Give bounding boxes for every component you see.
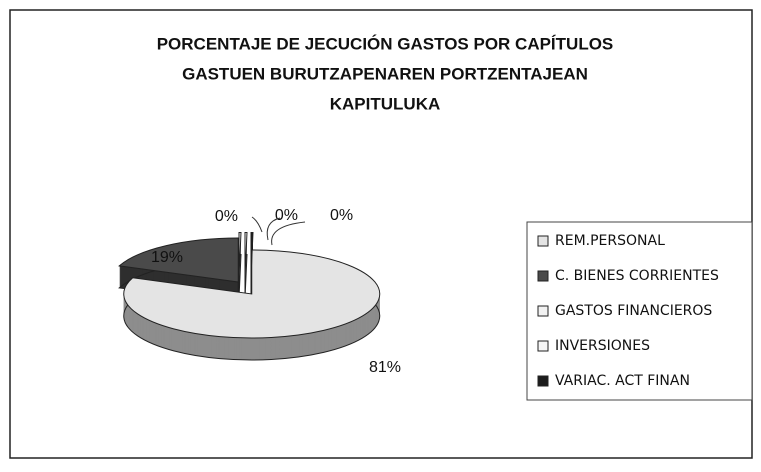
legend-swatch — [537, 375, 549, 387]
data-label: 0% — [215, 208, 238, 225]
data-label: 0% — [330, 207, 353, 224]
legend-label: INVERSIONES — [555, 338, 650, 354]
data-label: 81% — [369, 359, 401, 376]
data-label: 0% — [275, 207, 298, 224]
pie-slice — [123, 249, 381, 339]
leader-line — [266, 217, 281, 241]
chart-title: KAPITULUKA — [330, 94, 441, 113]
legend-box — [526, 221, 753, 401]
legend-swatch — [537, 305, 549, 317]
legend-swatch — [537, 235, 549, 247]
chart-title: GASTUEN BURUTZAPENAREN PORTZENTAJEAN — [182, 64, 588, 83]
legend-swatch — [537, 340, 549, 352]
legend-label: C. BIENES CORRIENTES — [555, 268, 719, 284]
leader-line — [271, 221, 306, 246]
legend-label: REM.PERSONAL — [555, 233, 665, 249]
leader-line — [251, 216, 263, 233]
pie-slice — [250, 231, 254, 277]
data-label: 19% — [151, 249, 183, 266]
legend-swatch — [537, 270, 549, 282]
chart-title: PORCENTAJE DE JECUCIÓN GASTOS POR CAPÍTU… — [157, 34, 614, 53]
pie-slice — [244, 231, 248, 277]
pie-slice — [238, 231, 242, 277]
legend-label: VARIAC. ACT FINAN — [555, 373, 690, 389]
legend-label: GASTOS FINANCIEROS — [555, 303, 712, 319]
pie-slice — [118, 237, 239, 283]
